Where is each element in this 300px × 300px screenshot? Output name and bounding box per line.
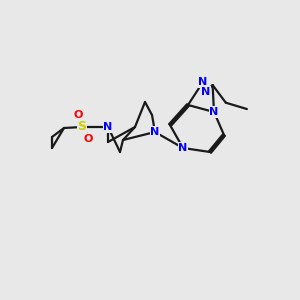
Text: N: N [201,87,210,97]
Text: N: N [178,143,188,153]
Text: N: N [209,107,219,117]
Text: O: O [83,134,93,144]
Text: N: N [103,122,112,132]
Text: O: O [73,110,83,120]
Text: N: N [198,77,207,87]
Text: N: N [150,127,160,137]
Text: S: S [77,121,86,134]
